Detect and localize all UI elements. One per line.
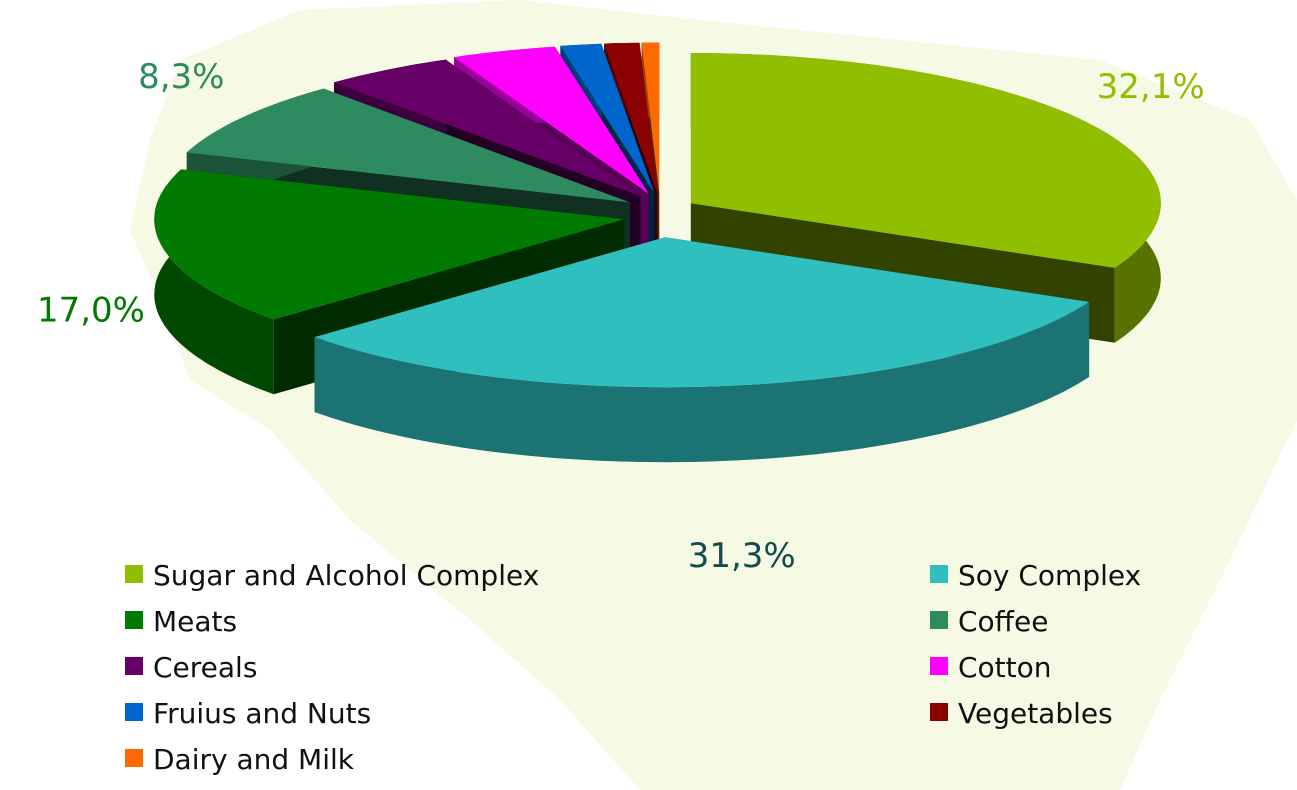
legend-swatch xyxy=(125,611,143,629)
legend-label: Meats xyxy=(153,605,237,638)
legend-label: Dairy and Milk xyxy=(153,743,355,776)
legend-label: Vegetables xyxy=(958,697,1113,730)
legend-swatch xyxy=(125,657,143,675)
data-label: 17,0% xyxy=(37,291,145,331)
slice-side xyxy=(154,169,274,395)
slice xyxy=(334,59,641,197)
legend-label: Coffee xyxy=(958,605,1048,638)
slice xyxy=(560,43,655,193)
slice xyxy=(154,169,625,320)
legend-swatch xyxy=(125,749,143,767)
slice xyxy=(641,42,660,193)
data-label: 32,1% xyxy=(1097,67,1205,107)
legend-swatch xyxy=(125,703,143,721)
legend-label: Cotton xyxy=(958,651,1052,684)
slice xyxy=(454,46,649,194)
slice-side xyxy=(314,301,1090,463)
data-label: 8,3% xyxy=(138,57,224,97)
slice xyxy=(186,88,631,203)
slice xyxy=(314,237,1090,388)
slice xyxy=(690,53,1161,268)
legend-label: Cereals xyxy=(153,651,257,684)
legend-swatch xyxy=(930,657,948,675)
legend-label: Sugar and Alcohol Complex xyxy=(153,559,539,592)
legend-swatch xyxy=(930,611,948,629)
slice xyxy=(604,42,658,193)
legend-swatch xyxy=(930,703,948,721)
legend-swatch xyxy=(125,565,143,583)
legend-swatch xyxy=(930,565,948,583)
legend-label: Soy Complex xyxy=(958,559,1141,592)
legend-label: Fruius and Nuts xyxy=(153,697,371,730)
data-label: 31,3% xyxy=(688,536,796,576)
